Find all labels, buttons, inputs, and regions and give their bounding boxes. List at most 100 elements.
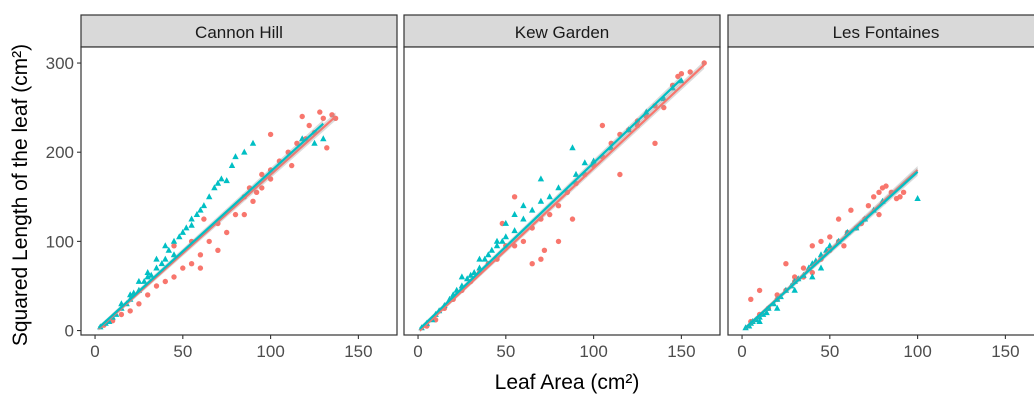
x-tick-label: 50	[496, 342, 515, 361]
point-series-b	[774, 304, 781, 311]
panel-data-layer	[97, 109, 339, 331]
y-axis-title: Squared Length of the leaf (cm²)	[9, 44, 32, 346]
point-series-a	[224, 229, 230, 236]
facet-strip	[80, 14, 398, 48]
point-series-a	[241, 211, 247, 218]
point-series-a	[299, 113, 305, 120]
point-series-b	[537, 197, 545, 204]
point-series-b	[464, 275, 471, 282]
point-series-a	[306, 122, 312, 129]
point-series-a	[555, 203, 562, 209]
point-series-b	[471, 269, 478, 275]
point-series-a	[136, 301, 142, 307]
point-series-b	[179, 228, 186, 235]
point-series-a	[538, 256, 544, 262]
point-series-b	[165, 246, 172, 253]
x-axis-title: Leaf Area (cm²)	[495, 371, 640, 394]
point-series-a	[783, 261, 789, 267]
point-series-a	[329, 112, 335, 118]
panel-border	[80, 46, 398, 336]
point-series-a	[206, 238, 212, 245]
point-series-a	[701, 60, 707, 66]
facet-cannon-hill: Cannon Hill	[80, 14, 398, 336]
panel-border	[727, 46, 1034, 336]
point-series-b	[481, 255, 488, 262]
point-series-a	[253, 189, 260, 195]
point-series-a	[153, 283, 160, 289]
point-series-a	[171, 243, 177, 249]
point-series-b	[214, 179, 222, 186]
point-series-a	[317, 109, 323, 115]
point-series-a	[599, 122, 606, 129]
point-series-b	[200, 202, 208, 209]
point-series-b	[520, 215, 527, 222]
point-series-a	[197, 265, 204, 271]
point-series-a	[876, 189, 882, 195]
point-series-a	[529, 261, 535, 267]
x-tick-label: 100	[256, 342, 284, 361]
x-tick-label: 50	[173, 342, 192, 361]
point-series-a	[661, 104, 667, 111]
point-series-b	[105, 318, 113, 324]
point-series-b	[162, 255, 169, 262]
point-series-b	[467, 271, 474, 278]
point-series-b	[148, 271, 155, 278]
point-series-a	[756, 287, 763, 294]
fit-line-series-a	[419, 64, 705, 332]
fit-line-series-b	[744, 171, 919, 329]
point-series-b	[188, 215, 195, 222]
panel-background	[81, 47, 397, 335]
point-series-a	[818, 238, 824, 245]
point-series-a	[171, 274, 177, 280]
point-series-b	[569, 144, 576, 151]
point-series-a	[520, 238, 527, 245]
point-series-b	[826, 242, 833, 249]
point-series-b	[756, 318, 763, 324]
point-series-a	[145, 292, 151, 298]
point-series-b	[223, 177, 230, 184]
x-tick-label: 0	[737, 342, 746, 361]
fit-line-series-b	[97, 122, 325, 329]
point-series-b	[144, 273, 151, 280]
point-series-b	[228, 162, 236, 168]
x-tick-label: 100	[579, 342, 607, 361]
facet-kew-garden: Kew Garden	[403, 14, 721, 336]
point-series-b	[311, 139, 318, 146]
point-series-a	[835, 216, 842, 222]
point-series-b	[211, 184, 218, 191]
point-series-b	[502, 233, 509, 240]
point-series-b	[458, 273, 466, 280]
point-series-b	[555, 184, 562, 191]
point-series-b	[241, 148, 248, 155]
point-series-b	[183, 224, 190, 231]
facet-strip	[403, 14, 721, 48]
facet-panels: Cannon Hill Kew Garden Les Fontaines	[80, 14, 1034, 336]
point-series-b	[511, 227, 518, 234]
point-series-b	[759, 310, 767, 317]
y-axis: 0 100 200 300	[46, 54, 81, 341]
point-series-a	[748, 296, 754, 302]
point-series-b	[529, 206, 536, 213]
x-tick-label: 150	[667, 342, 695, 361]
point-series-a	[259, 185, 265, 191]
facet-strip-label: Les Fontaines	[833, 23, 940, 42]
point-series-b	[218, 175, 225, 182]
point-series-a	[118, 311, 125, 318]
point-series-b	[153, 264, 160, 271]
y-tick-label: 0	[65, 322, 74, 341]
y-tick-label: 200	[46, 143, 74, 162]
point-series-b	[249, 139, 257, 146]
x-tick-label: 50	[820, 342, 839, 361]
point-series-a	[197, 252, 204, 258]
point-series-b	[546, 193, 553, 200]
point-series-b	[193, 211, 201, 217]
point-series-a	[848, 207, 854, 213]
point-series-b	[127, 291, 134, 298]
panel-border	[403, 46, 721, 336]
point-series-a	[250, 198, 256, 204]
fit-line-series-b	[419, 78, 683, 330]
point-series-a	[188, 261, 195, 267]
point-series-b	[502, 219, 509, 226]
point-series-a	[800, 265, 807, 271]
